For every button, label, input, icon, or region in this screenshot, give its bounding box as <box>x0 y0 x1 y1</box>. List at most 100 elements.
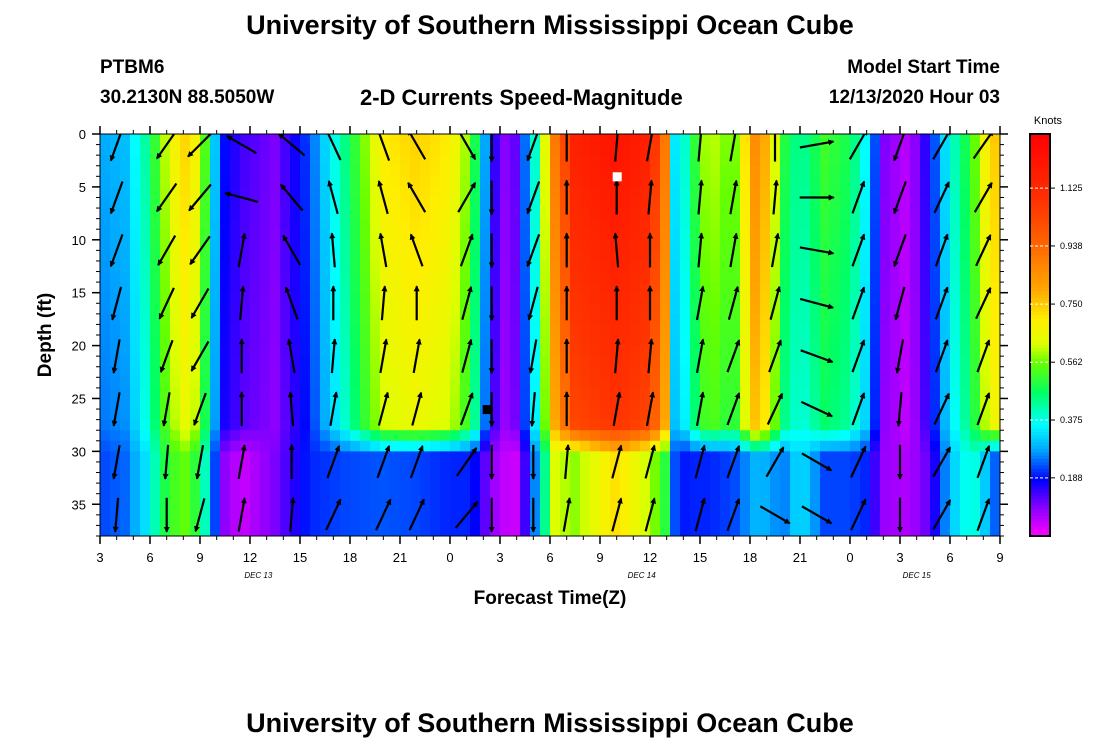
heat-cell <box>230 313 241 326</box>
heat-cell <box>800 514 811 527</box>
heat-cell <box>220 144 231 156</box>
heat-cell <box>440 155 451 167</box>
heat-cell <box>350 208 361 220</box>
heat-cell <box>830 493 841 505</box>
heat-cell <box>360 525 371 536</box>
heat-cell <box>320 271 331 283</box>
heat-cell <box>210 197 221 209</box>
heat-cell <box>550 504 561 516</box>
heat-cell <box>450 483 461 495</box>
heat-cell <box>600 218 611 230</box>
heat-cell <box>170 525 181 536</box>
heat-cell <box>730 208 741 220</box>
heat-cell <box>240 186 251 199</box>
heat-cell <box>960 493 971 505</box>
heat-cell <box>820 303 831 315</box>
current-arrow <box>377 180 389 215</box>
heat-cell <box>200 430 211 442</box>
heat-cell <box>430 409 441 421</box>
heat-cell <box>680 525 691 536</box>
heat-cell <box>980 419 991 431</box>
heat-cell <box>680 197 691 209</box>
heat-cell <box>160 155 171 167</box>
x-tick-label: 9 <box>196 550 203 565</box>
heat-cell <box>150 292 161 304</box>
heat-cell <box>950 282 961 294</box>
heat-cell <box>820 451 831 463</box>
colorbar-cell <box>1030 321 1050 326</box>
heat-cell <box>920 260 931 273</box>
heat-cell <box>780 165 791 177</box>
heat-cell <box>440 144 451 156</box>
heat-cell <box>120 366 131 378</box>
heat-cell <box>290 461 301 474</box>
heat-cell <box>730 525 741 536</box>
current-arrow <box>694 444 707 479</box>
heat-cell <box>860 313 871 326</box>
colorbar-cell <box>1030 227 1050 232</box>
heat-cell <box>310 324 321 336</box>
heat-cell <box>680 430 691 442</box>
heat-cell <box>180 356 191 368</box>
heat-cell <box>160 345 171 357</box>
heat-cell <box>210 451 221 463</box>
current-arrow <box>277 134 306 157</box>
current-arrow <box>187 134 213 158</box>
current-arrow <box>327 180 339 215</box>
heat-cell <box>100 208 111 220</box>
heat-cell <box>240 356 251 368</box>
heat-cell <box>340 472 351 484</box>
heat-cell <box>340 514 351 527</box>
heat-cell <box>430 451 441 463</box>
heat-cell <box>460 514 471 527</box>
heat-cell <box>140 303 151 315</box>
heat-cell <box>160 176 171 188</box>
heat-cell <box>140 472 151 484</box>
heat-cell <box>710 155 721 167</box>
heat-cell <box>490 176 501 188</box>
heat-cell <box>830 176 841 188</box>
heat-cell <box>680 461 691 474</box>
heat-cell <box>890 504 901 516</box>
heat-cell <box>940 186 951 199</box>
heat-cell <box>800 387 811 400</box>
heat-cell <box>860 134 871 146</box>
heat-cell <box>700 525 711 536</box>
heat-cell <box>410 345 421 357</box>
heat-cell <box>470 324 481 336</box>
heat-cell <box>230 208 241 220</box>
heat-cell <box>180 483 191 495</box>
heat-cell <box>690 377 701 389</box>
heat-cell <box>710 260 721 273</box>
heat-cell <box>900 155 911 167</box>
heat-cell <box>930 345 941 357</box>
heat-cell <box>110 239 121 251</box>
heat-cell <box>340 430 351 442</box>
heat-cell <box>480 303 491 315</box>
heat-cell <box>270 440 281 452</box>
heat-cell <box>580 282 591 294</box>
heat-cell <box>820 419 831 431</box>
heat-cell <box>290 345 301 357</box>
heat-cell <box>550 366 561 378</box>
current-arrow <box>158 287 175 320</box>
heat-cell <box>900 525 911 536</box>
heat-cell <box>680 292 691 304</box>
heat-cell <box>790 134 801 146</box>
heat-cell <box>500 504 511 516</box>
heat-cell <box>970 144 981 156</box>
current-arrow <box>109 181 124 215</box>
heat-cell <box>350 324 361 336</box>
heat-cell <box>450 461 461 474</box>
heat-cell <box>730 483 741 495</box>
heat-cell <box>870 366 881 378</box>
heat-cell <box>540 483 551 495</box>
heat-cell <box>520 165 531 177</box>
heat-cell <box>900 250 911 262</box>
heat-cell <box>690 303 701 315</box>
heat-cell <box>420 134 431 146</box>
heat-cell <box>420 324 431 336</box>
heat-cell <box>820 324 831 336</box>
heat-cell <box>800 229 811 241</box>
